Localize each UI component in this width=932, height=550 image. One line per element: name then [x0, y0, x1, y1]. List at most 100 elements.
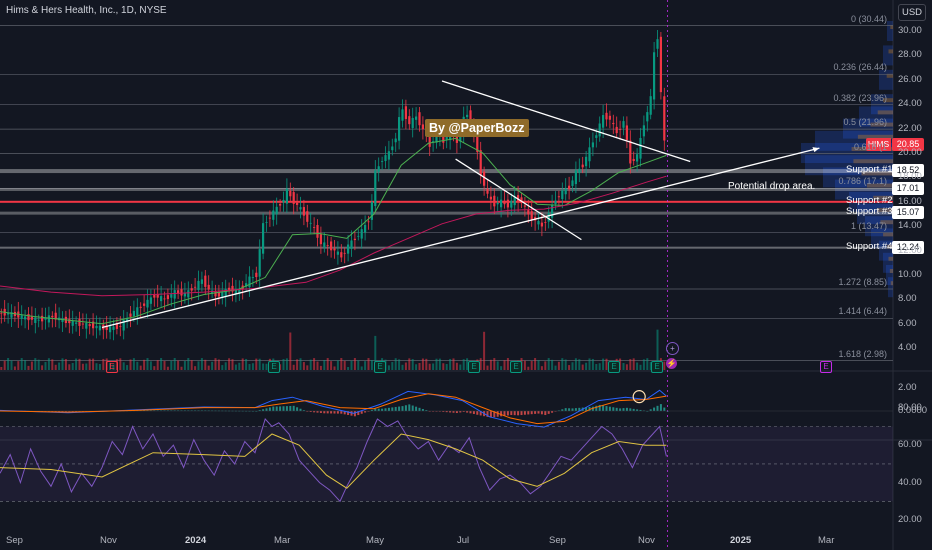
macd-histogram-bar [479, 411, 482, 416]
volume-bar [27, 365, 30, 370]
volume-bar [129, 359, 132, 370]
candle [214, 291, 217, 297]
volume-bar [486, 365, 489, 370]
macd-histogram-bar [476, 411, 479, 415]
volume-bar [411, 359, 414, 370]
volume-profile-bar [843, 118, 893, 139]
volume-bar [595, 364, 598, 370]
fib-level-label: 0.382 (23.96) [833, 92, 887, 103]
volume-bar [561, 358, 564, 370]
candle [47, 315, 50, 323]
volume-bar [88, 358, 91, 370]
volume-profile-bar [886, 73, 893, 78]
candle [156, 294, 159, 298]
macd-histogram-bar [449, 411, 452, 413]
candle [139, 306, 142, 308]
volume-bar [217, 359, 220, 370]
candle [126, 317, 129, 322]
earnings-marker[interactable]: E [510, 361, 522, 373]
candle [591, 142, 594, 148]
trendline-arrow [812, 147, 820, 153]
candle [649, 96, 652, 115]
earnings-marker[interactable]: E [651, 361, 663, 373]
macd-axis-label: 0.0000 [898, 405, 928, 416]
volume-bar [496, 361, 499, 370]
candle [231, 285, 234, 292]
candle [129, 313, 132, 317]
volume-bar [153, 366, 156, 370]
candle [136, 307, 139, 316]
volume-profile-bar [871, 228, 893, 249]
earnings-marker[interactable]: E [820, 361, 832, 373]
candle [85, 322, 88, 329]
earnings-marker[interactable]: E [608, 361, 620, 373]
macd-histogram-bar [493, 411, 496, 418]
macd-histogram-bar [574, 408, 577, 411]
fib-level-label: 1.414 (6.44) [838, 306, 887, 317]
volume-bar [449, 358, 452, 370]
price-axis-label: 26.00 [898, 73, 922, 85]
earnings-marker[interactable]: E [268, 361, 280, 373]
candle [608, 115, 611, 120]
volume-bar [190, 360, 193, 370]
price-axis-label: 18.00 [898, 171, 922, 183]
currency-button[interactable]: USD [898, 4, 926, 21]
rsi-axis-label: 60.00 [898, 439, 922, 451]
volume-bar [37, 359, 40, 370]
candle [255, 272, 258, 278]
ma-green-line [0, 137, 667, 325]
volume-bar [248, 364, 251, 370]
candle [146, 299, 149, 308]
volume-bar [102, 358, 105, 370]
candle [20, 315, 23, 319]
rsi-axis-label: 80.00 [898, 401, 922, 413]
macd-histogram-bar [292, 405, 295, 411]
candle [112, 326, 115, 330]
plus-icon[interactable]: + [666, 342, 679, 355]
candle [336, 251, 339, 255]
macd-histogram-bar [404, 405, 407, 411]
macd-histogram-bar [302, 410, 305, 411]
candle [435, 131, 438, 143]
volume-bar [302, 362, 305, 370]
volume-bar [602, 358, 605, 370]
volume-bar [177, 360, 180, 370]
time-axis-label: Sep [549, 535, 566, 546]
candle [272, 210, 275, 220]
fib-level-label: 0 (30.44) [850, 13, 887, 24]
volume-bar [207, 365, 210, 370]
volume-profile-bar [873, 195, 893, 200]
volume-profile-bar [871, 94, 893, 115]
volume-bar [557, 361, 560, 370]
price-axis-label: 14.00 [898, 220, 922, 232]
earnings-marker[interactable]: E [374, 361, 386, 373]
volume-bar [214, 358, 217, 370]
time-axis-label: Mar [818, 535, 835, 546]
volume-bar [234, 364, 237, 370]
macd-cross-marker [632, 390, 646, 404]
volume-profile-bar [888, 256, 893, 261]
volume-bar [323, 359, 326, 370]
volume-bar [173, 358, 176, 370]
volume-bar [71, 362, 74, 370]
earnings-marker[interactable]: E [468, 361, 480, 373]
earnings-marker[interactable]: E [106, 361, 118, 373]
volume-bar [442, 363, 445, 370]
macd-histogram-bar [527, 411, 530, 415]
flash-icon[interactable]: ⚡ [666, 358, 677, 369]
candle [432, 141, 435, 143]
candle [122, 319, 125, 331]
candle [619, 129, 622, 131]
macd-histogram-bar [513, 411, 516, 416]
candle [245, 283, 248, 287]
macd-histogram-bar [333, 411, 336, 414]
volume-profile-bar [883, 45, 893, 66]
volume-bar [17, 361, 20, 370]
volume-bar [0, 367, 3, 370]
volume-bar [370, 359, 373, 370]
chart-title: Hims & Hers Health, Inc., 1D, NYSE [6, 5, 167, 16]
candle [398, 117, 401, 141]
candle [568, 185, 571, 190]
